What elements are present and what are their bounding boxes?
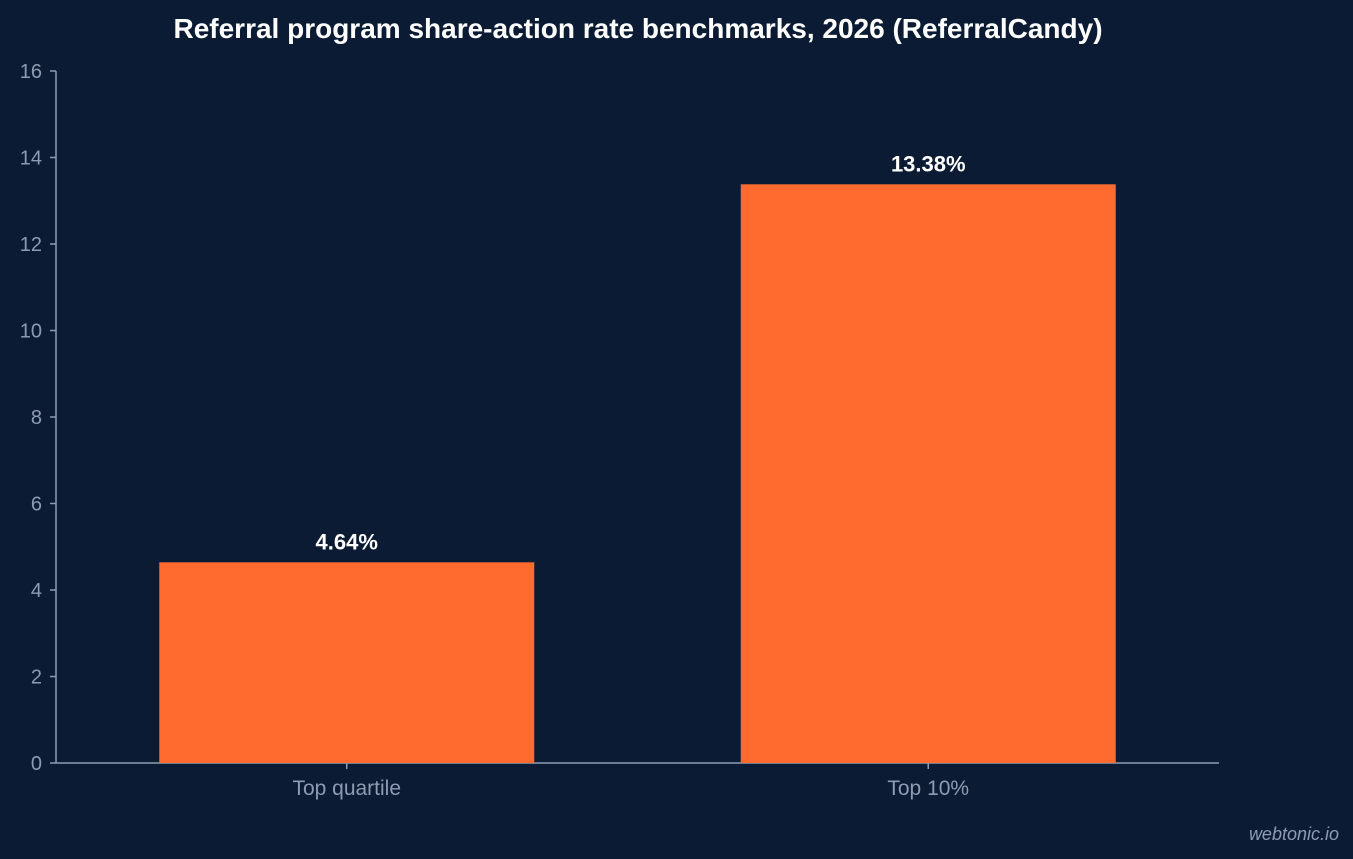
y-tick-label: 14 [20,148,42,170]
bars [159,184,1116,763]
y-tick-label: 8 [31,407,42,429]
x-tick-label: Top quartile [292,777,401,800]
watermark: webtonic.io [1248,824,1339,844]
x-axis: Top quartile Top 10% [56,762,1219,800]
y-axis: 0 2 4 6 8 10 12 14 16 [20,61,57,775]
y-tick-label: 12 [20,234,42,256]
bar [740,184,1116,763]
data-label: 13.38% [891,151,966,176]
y-tick-label: 6 [31,494,42,516]
x-tick-label: Top 10% [887,777,969,800]
y-tick-label: 16 [20,61,42,83]
y-tick-label: 2 [31,667,42,689]
data-labels: 4.64% 13.38% [316,151,966,554]
y-tick-label: 10 [20,321,42,343]
chart-title: Referral program share-action rate bench… [173,13,1102,44]
bar [159,562,535,763]
y-tick-label: 4 [31,580,42,602]
y-tick-label: 0 [31,753,42,775]
data-label: 4.64% [316,529,378,554]
